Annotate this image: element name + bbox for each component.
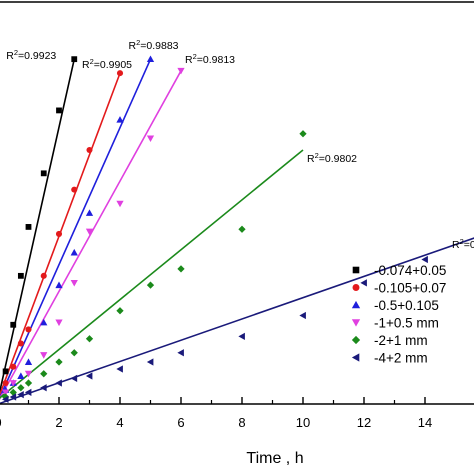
data-point	[56, 107, 62, 114]
fit-line-4	[0, 70, 182, 400]
data-point	[2, 379, 9, 387]
data-point	[55, 379, 62, 387]
data-point	[70, 349, 78, 357]
x-tick-label: 0	[0, 415, 2, 430]
data-point	[85, 228, 94, 236]
fit-line-1	[0, 58, 76, 395]
data-point	[25, 224, 32, 230]
data-point	[85, 335, 94, 343]
data-point	[116, 70, 124, 77]
data-point	[85, 209, 94, 216]
x-tick-label: 8	[238, 415, 245, 430]
legend-marker-6	[351, 353, 360, 362]
x-tick-label: 4	[116, 415, 123, 430]
data-point	[116, 307, 124, 315]
data-point	[238, 225, 246, 233]
legend-marker-4	[351, 319, 361, 327]
legend-marker-5	[351, 335, 361, 345]
data-point	[17, 340, 24, 347]
data-point	[40, 352, 48, 359]
r2-label-4: R2=0.9813	[185, 52, 235, 66]
r2-label-6: R2=0	[452, 237, 474, 251]
data-point	[116, 200, 124, 208]
r2-label-3: R2=0.9883	[129, 38, 179, 52]
data-point	[24, 379, 33, 387]
data-point	[177, 67, 185, 75]
fit-line-5	[0, 149, 304, 399]
x-axis-ticks: 0 2 4 6 8 10 12 14	[0, 397, 432, 430]
legend-label-4: -1+0.5 mm	[374, 316, 439, 331]
data-point	[116, 116, 124, 123]
data-points	[2, 55, 428, 403]
data-point	[40, 370, 48, 378]
fit-line-6	[0, 237, 474, 404]
data-point	[177, 349, 184, 357]
data-point	[85, 372, 93, 380]
data-point	[146, 281, 155, 289]
data-point	[146, 55, 155, 63]
data-point	[40, 272, 47, 279]
x-tick-label: 10	[296, 415, 310, 430]
data-point	[17, 372, 25, 379]
data-point	[70, 248, 78, 256]
data-point	[25, 326, 32, 333]
legend-label-6: -4+2 mm	[374, 351, 428, 366]
data-point	[421, 255, 428, 264]
data-point	[146, 135, 155, 143]
legend-label-2: -0.105+0.07	[374, 281, 446, 296]
data-point	[10, 321, 17, 328]
legend-label-5: -2+1 mm	[374, 333, 428, 348]
data-point	[70, 279, 78, 287]
data-point	[55, 230, 63, 237]
data-point	[24, 358, 33, 365]
legend-marker-1	[352, 266, 360, 274]
x-tick-label: 2	[55, 415, 62, 430]
x-tick-label: 12	[357, 415, 371, 430]
data-point	[40, 384, 47, 392]
data-point	[17, 384, 25, 392]
data-point	[238, 332, 245, 341]
data-point	[9, 380, 17, 387]
data-point	[24, 370, 33, 378]
data-point	[2, 395, 9, 403]
data-point	[40, 170, 47, 177]
data-point	[17, 272, 24, 279]
data-point	[55, 358, 63, 366]
legend-marker-3	[351, 300, 361, 309]
data-point	[360, 279, 367, 287]
data-point	[299, 130, 307, 138]
data-point	[2, 368, 9, 375]
data-point	[70, 374, 78, 382]
data-point	[86, 146, 93, 154]
legend-label-1: -0.074+0.05	[374, 263, 446, 278]
data-point	[55, 319, 63, 327]
r2-label-2: R2=0.9905	[82, 57, 132, 71]
x-tick-label: 6	[177, 415, 184, 430]
x-axis-title: Time , h	[246, 450, 303, 467]
x-tick-label: 14	[418, 415, 432, 430]
data-point	[116, 365, 123, 373]
data-point	[299, 311, 306, 320]
data-point	[17, 391, 24, 399]
data-point	[2, 389, 10, 396]
data-point	[9, 393, 17, 401]
legend-marker-2	[352, 284, 360, 291]
r2-labels: R2=0.9923 R2=0.9905 R2=0.9883 R2=0.9813 R2=0…	[6, 38, 474, 251]
r2-label-1: R2=0.9923	[6, 48, 56, 62]
data-point	[40, 318, 48, 326]
data-point	[71, 186, 78, 193]
legend-label-3: -0.5+0.105	[374, 298, 439, 313]
legend: -0.074+0.05 -0.105+0.07 -0.5+0.105 -1+0.5 m…	[351, 263, 446, 366]
data-point	[10, 363, 17, 370]
r2-label-5: R2=0.9802	[307, 151, 357, 165]
data-point	[24, 388, 32, 396]
data-point	[177, 265, 185, 273]
data-point	[55, 281, 63, 289]
data-point	[146, 358, 154, 366]
data-point	[71, 56, 78, 63]
